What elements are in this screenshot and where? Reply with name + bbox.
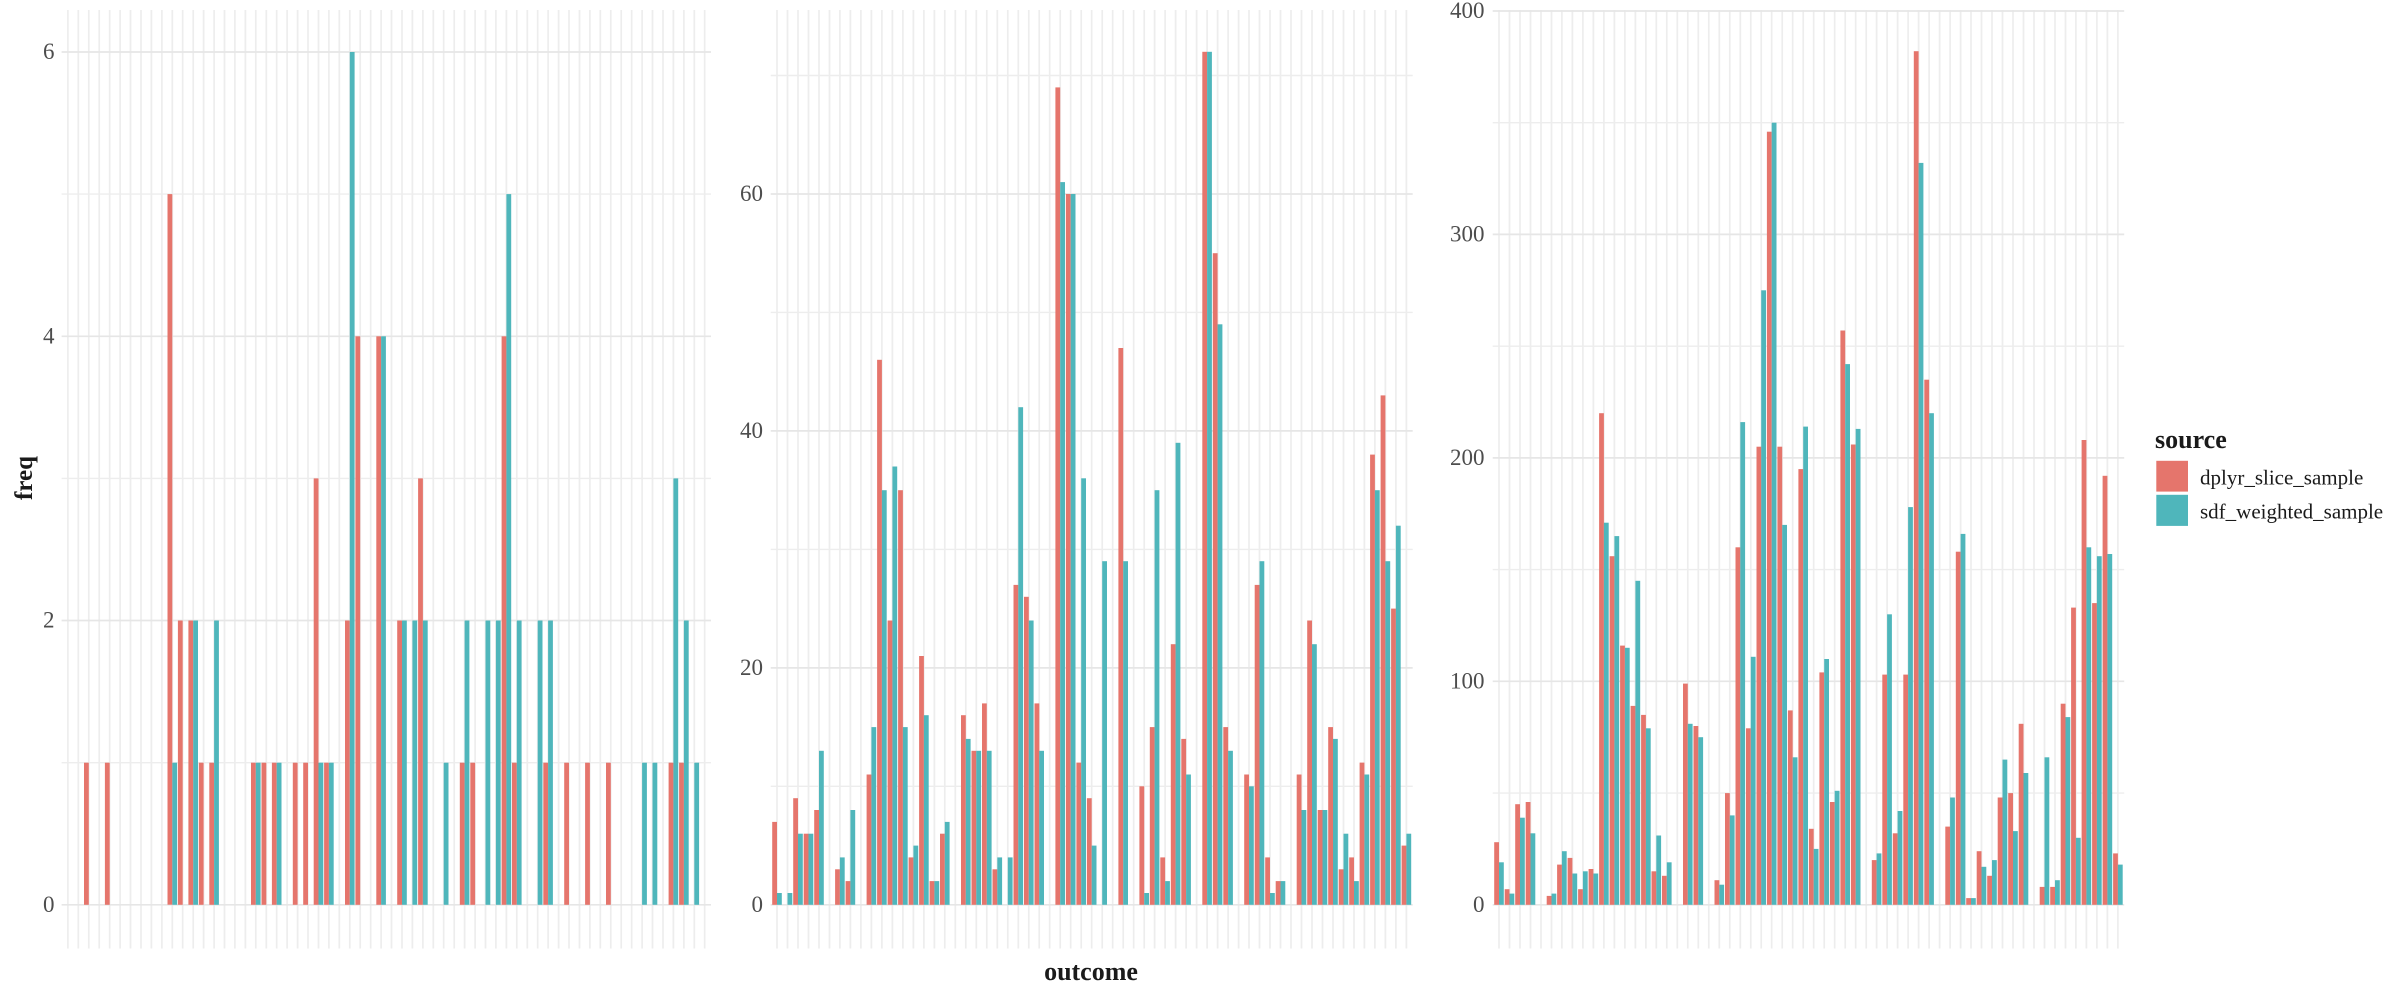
- svg-text:60: 60: [740, 181, 763, 206]
- svg-text:0: 0: [1473, 892, 1485, 917]
- svg-text:4: 4: [43, 323, 55, 348]
- svg-text:outcome: outcome: [1044, 957, 1138, 986]
- svg-text:dplyr_slice_sample: dplyr_slice_sample: [2200, 466, 2363, 490]
- svg-text:source: source: [2155, 425, 2227, 454]
- svg-text:200: 200: [1450, 445, 1485, 470]
- svg-text:6: 6: [43, 39, 55, 64]
- svg-text:300: 300: [1450, 221, 1485, 246]
- svg-text:0: 0: [752, 892, 764, 917]
- svg-text:40: 40: [740, 418, 763, 443]
- svg-text:20: 20: [740, 655, 763, 680]
- svg-text:100: 100: [1450, 668, 1485, 693]
- svg-text:400: 400: [1450, 0, 1485, 23]
- svg-text:2: 2: [43, 608, 55, 633]
- svg-text:sdf_weighted_sample: sdf_weighted_sample: [2200, 499, 2383, 523]
- svg-text:0: 0: [43, 892, 55, 917]
- svg-text:freq: freq: [11, 456, 38, 500]
